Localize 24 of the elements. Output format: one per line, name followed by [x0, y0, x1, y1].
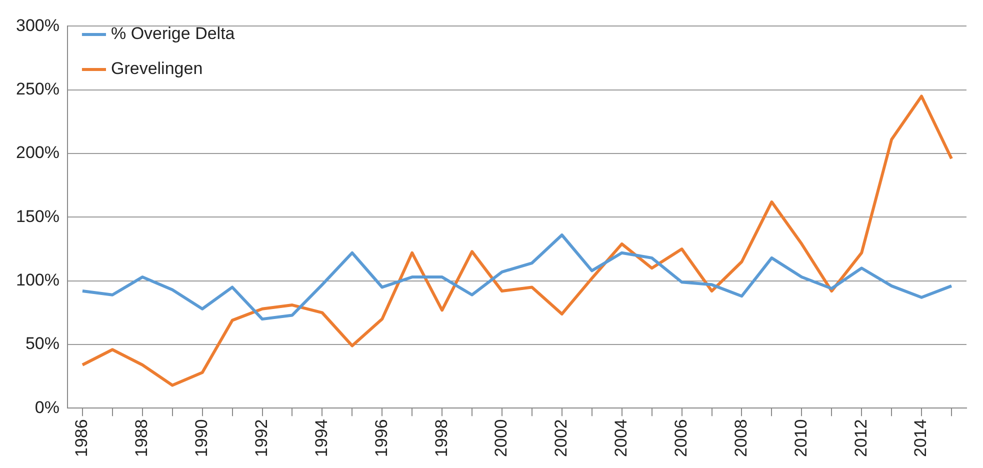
- y-tick-label: 200%: [16, 143, 60, 162]
- y-tick-label: 0%: [34, 398, 60, 417]
- x-tick-label: 1990: [192, 419, 212, 458]
- legend-label: Grevelingen: [110, 59, 203, 78]
- y-tick-label: 100%: [16, 270, 60, 290]
- x-tick-label: 2006: [671, 419, 690, 458]
- x-tick-label: 2014: [911, 419, 930, 458]
- x-tick-label: 1994: [312, 419, 331, 458]
- x-tick-label: 1998: [432, 419, 451, 458]
- y-tick-label: 300%: [16, 16, 60, 35]
- x-tick-label: 1988: [132, 419, 152, 458]
- x-tick-label: 2012: [851, 419, 870, 458]
- x-tick-label: 2000: [492, 419, 511, 458]
- x-tick-label: 2010: [791, 419, 810, 458]
- x-tick-label: 1986: [72, 419, 92, 458]
- x-tick-label: 2004: [612, 419, 631, 458]
- y-tick-label: 150%: [16, 206, 60, 226]
- y-tick-label: 250%: [16, 80, 60, 99]
- y-tick-label: 50%: [25, 334, 60, 354]
- x-tick-label: 1992: [252, 419, 271, 458]
- x-tick-label: 2002: [552, 419, 571, 458]
- x-tick-label: 2008: [731, 419, 750, 458]
- x-tick-label: 1996: [372, 419, 391, 458]
- legend-label: % Overige Delta: [110, 24, 236, 44]
